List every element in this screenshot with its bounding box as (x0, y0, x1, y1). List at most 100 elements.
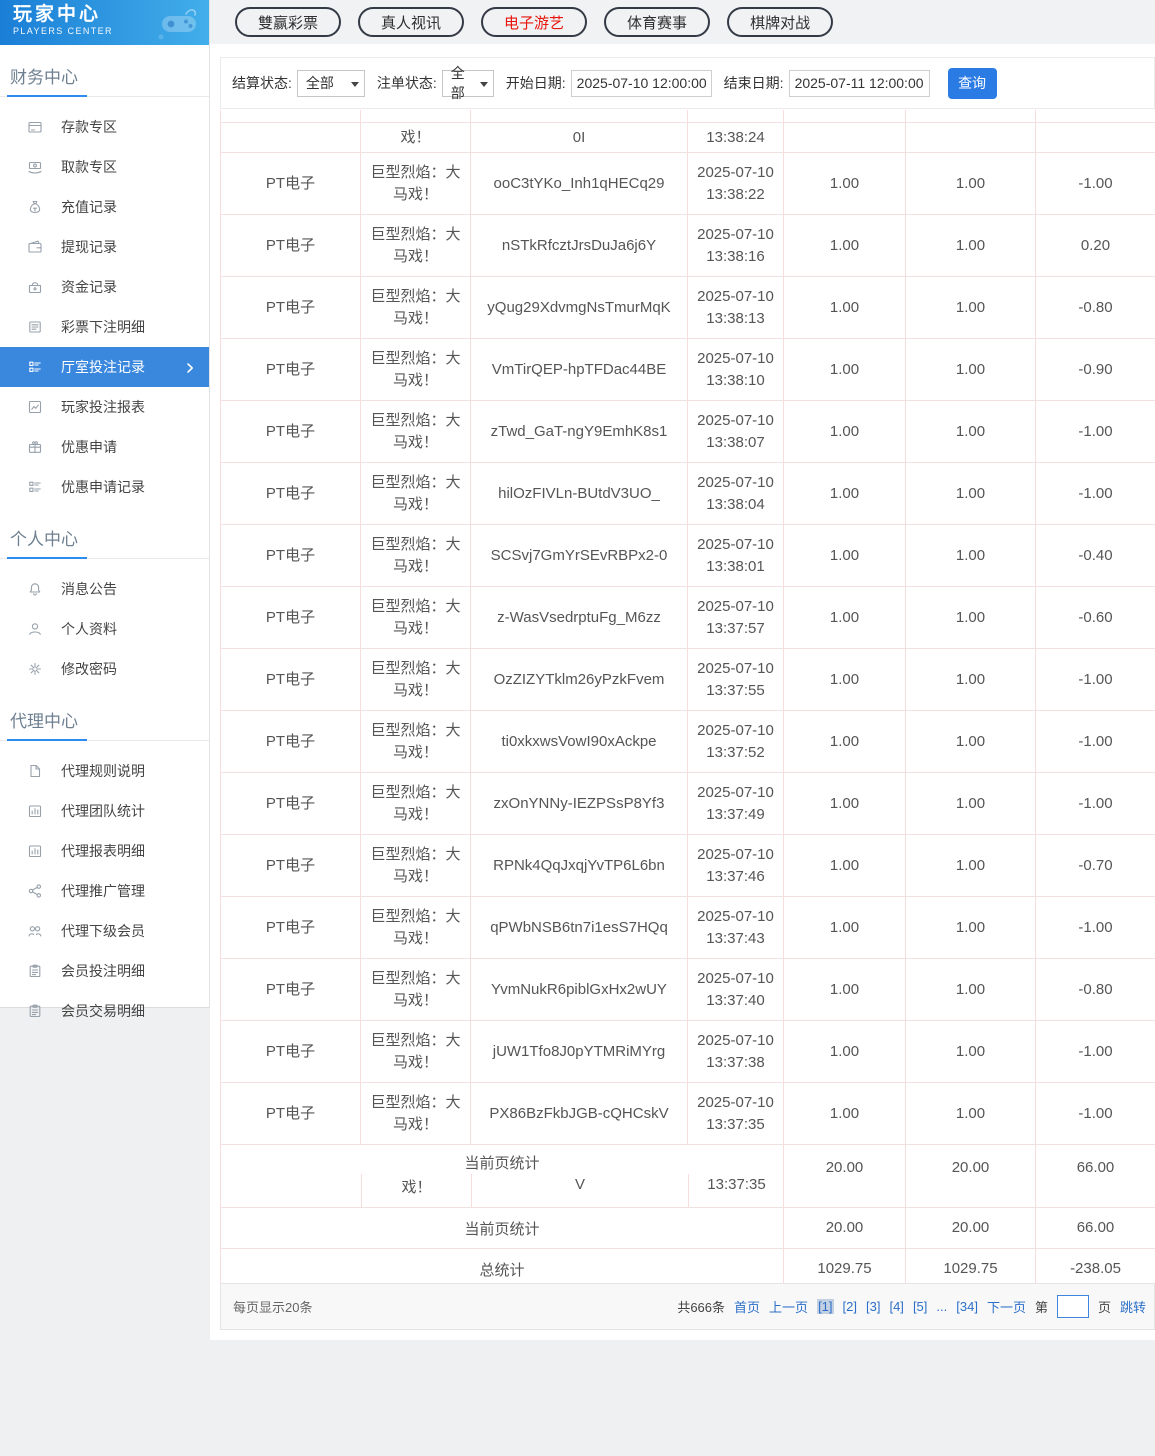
total-valid-cell: 1029.75 (906, 1249, 1036, 1289)
sidebar-item-agent-rules[interactable]: 代理规则说明 (0, 751, 209, 791)
bet-amount-cell: 1.00 (784, 153, 906, 214)
chevron-right-icon (184, 361, 196, 377)
bet-amount-cell: 1.00 (784, 215, 906, 276)
table-cell (1036, 123, 1155, 152)
sidebar-item-promo-apply[interactable]: 优惠申请 (0, 427, 209, 467)
table-row-clipped (221, 110, 1155, 123)
sidebar-item-change-password[interactable]: 修改密码 (0, 649, 209, 689)
table-row: PT电子 巨型烈焰：大马戏！ jUW1Tfo8J0pYTMRiMYrg 2025-07… (221, 1021, 1155, 1083)
sidebar-item-promo-apply-records[interactable]: 优惠申请记录 (0, 467, 209, 507)
bet-date: 2025-07-10 (697, 721, 774, 739)
clipboard-icon (27, 963, 44, 980)
sidebar-item-member-bet-details[interactable]: 会员投注明细 (0, 951, 209, 991)
bet-date: 2025-07-10 (697, 597, 774, 615)
order-status-select[interactable]: 全部 (441, 65, 494, 101)
search-button[interactable]: 查询 (947, 67, 997, 99)
sidebar-item-hall-bet-records[interactable]: 厅室投注记录 (0, 347, 209, 387)
sidebar-item-label: 优惠申请 (61, 439, 117, 455)
jump-button[interactable]: 跳转 (1119, 1300, 1146, 1315)
sidebar-item-agent-report-details[interactable]: 代理报表明细 (0, 831, 209, 871)
sidebar-item-agent-promotion[interactable]: 代理推广管理 (0, 871, 209, 911)
sidebar-section: 财务中心 存款专区 取款专区 充值记录 提现记录 资金记录 彩票下注明细 厅室投注记录 玩家投注… (0, 57, 209, 507)
pagination-link-page-2[interactable]: [2] (842, 1299, 857, 1314)
sidebar-item-messages[interactable]: 消息公告 (0, 569, 209, 609)
bet-time-cell: 2025-07-10 13:37:49 (688, 773, 784, 834)
sidebar-item-agent-sub-members[interactable]: 代理下级会员 (0, 911, 209, 951)
nav-pill-lottery[interactable]: 雙赢彩票 (235, 7, 342, 37)
table-row: PT电子 巨型烈焰：大马戏！ RPNk4QqJxqjYvTP6L6bn 2025-07… (221, 835, 1155, 897)
nav-pill-electronic-games[interactable]: 电子游艺 (481, 7, 588, 37)
players-center-logo: 玩家中心 PLAYERS CENTER (0, 0, 209, 45)
pagination-link-page-5[interactable]: [5] (912, 1299, 928, 1314)
document-icon (27, 319, 44, 336)
page-jump-input[interactable] (1056, 1295, 1089, 1318)
pagination-bar: 每页显示20条 共666条 首页 上一页 [1] [2] [3] [4] [5]... [34]… (220, 1283, 1155, 1330)
summary-bet-cell: 20.00 (784, 1208, 906, 1248)
table-row: PT电子 巨型烈焰：大马戏！ zTwd_GaT-ngY9EmhK8s1 2025-07… (221, 401, 1155, 463)
sidebar-item-lottery-bet-details[interactable]: 彩票下注明细 (0, 307, 209, 347)
valid-bet-cell: 1.00 (906, 401, 1036, 462)
pagination-link-prev[interactable]: 上一页 (769, 1300, 809, 1315)
bet-time: 13:38:10 (706, 371, 765, 389)
table-row: PT电子 巨型烈焰：大马戏！ nSTkRfcztJrsDuJa6j6Y 2025-07… (221, 215, 1155, 277)
game-fragment-cell: 戏！ (361, 123, 471, 152)
table-cell (784, 123, 906, 152)
pagination-link-page-34[interactable]: [34] (956, 1299, 978, 1314)
nav-pill-board-games[interactable]: 棋牌对战 (727, 7, 834, 37)
sidebar-item-member-trade-details[interactable]: 会员交易明细 (0, 991, 209, 1031)
nav-pill-live-casino[interactable]: 真人视讯 (358, 7, 465, 37)
sidebar-item-withdraw-zone[interactable]: 取款专区 (0, 147, 209, 187)
game-name-cell: 巨型烈焰：大马戏！ (361, 401, 471, 462)
nav-pill-sports[interactable]: 体育赛事 (604, 7, 711, 37)
summary-merged-cell: 当前页统计 戏！ V 13:37:35 (221, 1145, 784, 1207)
game-name-cell: 巨型烈焰：大马戏！ (361, 215, 471, 276)
pagination-link-next[interactable]: 下一页 (986, 1300, 1026, 1315)
start-date-input[interactable] (570, 69, 712, 97)
sidebar-item-label: 消息公告 (61, 581, 117, 597)
platform-cell: PT电子 (221, 1021, 361, 1082)
sidebar-item-player-bet-report[interactable]: 玩家投注报表 (0, 387, 209, 427)
pagination-link-page-4[interactable]: [4] (889, 1299, 904, 1314)
sidebar-item-agent-team-stats[interactable]: 代理团队统计 (0, 791, 209, 831)
framed-chart-icon (27, 803, 44, 820)
valid-bet-cell: 1.00 (906, 1021, 1036, 1082)
sidebar-item-label: 玩家投注报表 (61, 399, 145, 415)
game-name-cell: 巨型烈焰：大马戏！ (361, 339, 471, 400)
platform-cell: PT电子 (221, 215, 361, 276)
win-loss-cell: -0.90 (1078, 360, 1113, 378)
sidebar-item-label: 存款专区 (61, 119, 117, 135)
end-date-input[interactable] (788, 69, 930, 97)
bet-time-cell: 2025-07-10 13:37:43 (688, 897, 784, 958)
sidebar-section: 代理中心 代理规则说明 代理团队统计 代理报表明细 代理推广管理 代理下级会员 会员投注明细… (0, 701, 209, 1031)
sidebar-item-deposit-zone[interactable]: 存款专区 (0, 107, 209, 147)
jump-prefix-label: 第 (1034, 1300, 1048, 1315)
table-row: PT电子 巨型烈焰：大马戏！ ti0xkxwsVowI90xAckpe 2025-07… (221, 711, 1155, 773)
bet-time-cell: 2025-07-10 13:38:10 (688, 339, 784, 400)
purse-icon (27, 279, 44, 296)
order-id-cell: qPWbNSB6tn7i1esS7HQq (471, 897, 688, 958)
pagination-link-page-1[interactable]: [1] (817, 1299, 834, 1314)
sidebar-item-funds-records[interactable]: 资金记录 (0, 267, 209, 307)
table-cell (221, 123, 361, 152)
users-icon (27, 923, 44, 940)
sidebar-item-recharge-records[interactable]: 充值记录 (0, 187, 209, 227)
order-id-cell: ti0xkxwsVowI90xAckpe (471, 711, 688, 772)
win-loss-cell: 0.20 (1080, 236, 1111, 254)
table-row: PT电子 巨型烈焰：大马戏！ qPWbNSB6tn7i1esS7HQq 2025-07… (221, 897, 1155, 959)
win-loss-cell: -0.80 (1078, 298, 1113, 316)
game-name-cell: 巨型烈焰：大马戏！ (361, 711, 471, 772)
game-name-cell: 巨型烈焰：大马戏！ (361, 649, 471, 710)
page-summary-label: 当前页统计 (464, 1155, 540, 1172)
bet-table: 戏！ 0I 13:38:24 PT电子 巨型烈焰：大马戏！ ooC3tYKo_Inh1qH… (220, 110, 1155, 1290)
pagination-link-page-3[interactable]: [3] (866, 1299, 881, 1314)
pagination-link-first[interactable]: 首页 (734, 1300, 761, 1315)
bet-time-cell: 2025-07-10 13:37:46 (688, 835, 784, 896)
sidebar-item-profile[interactable]: 个人资料 (0, 609, 209, 649)
bet-amount-cell: 1.00 (784, 587, 906, 648)
bet-time-cell: 2025-07-10 13:38:01 (688, 525, 784, 586)
platform-cell: PT电子 (221, 649, 361, 710)
sidebar-item-withdraw-records[interactable]: 提现记录 (0, 227, 209, 267)
bet-time-cell: 2025-07-10 13:38:13 (688, 277, 784, 338)
bet-amount-cell: 1.00 (784, 401, 906, 462)
settle-status-select[interactable]: 全部 (296, 69, 365, 97)
